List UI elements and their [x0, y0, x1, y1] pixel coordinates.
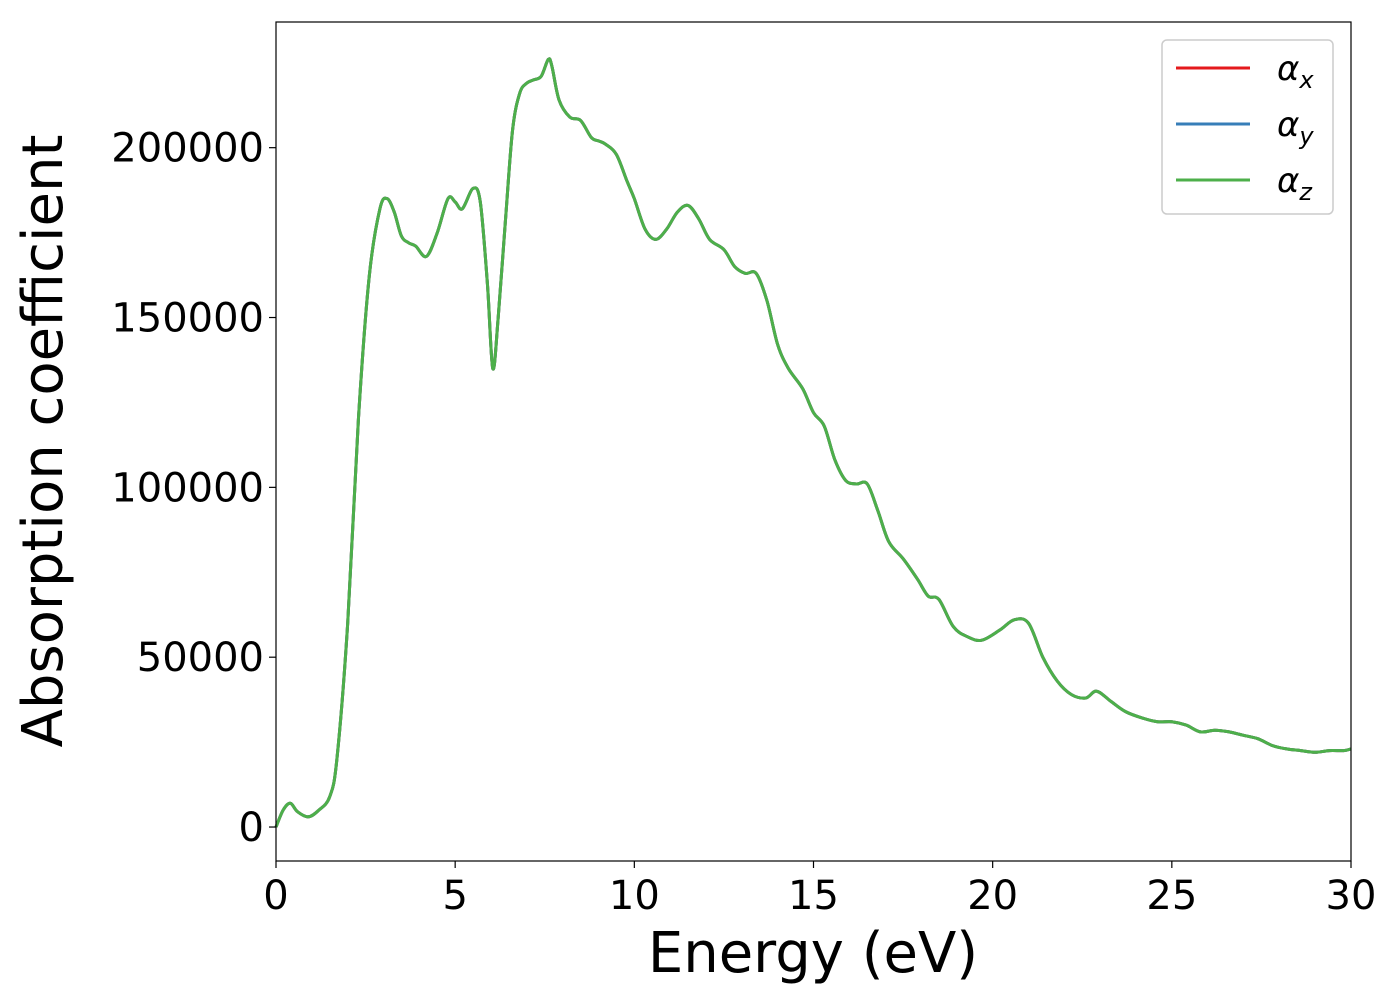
legend-label-subscript: y [1298, 122, 1314, 150]
x-tick-label: 5 [442, 873, 467, 919]
legend-box [1161, 39, 1334, 215]
x-tick-label: 0 [263, 873, 288, 919]
x-tick-label: 30 [1326, 873, 1377, 919]
x-tick-label: 15 [788, 873, 839, 919]
x-tick-label: 20 [967, 873, 1018, 919]
series-line-z [274, 57, 1352, 828]
legend-label-symbol: α [1277, 49, 1299, 89]
legend-label-z: αz [1277, 161, 1313, 206]
legend-label-x: αx [1277, 49, 1314, 94]
legend-label-symbol: α [1277, 105, 1299, 145]
y-tick-label: 100000 [111, 465, 264, 511]
series-layer [274, 57, 1352, 828]
legend-label-subscript: x [1298, 66, 1314, 94]
legend-label-symbol: α [1277, 161, 1299, 201]
y-tick-label: 200000 [111, 126, 264, 172]
y-tick-label: 150000 [111, 296, 264, 342]
y-tick-label: 0 [239, 805, 264, 851]
y-axis: 0 50000 100000 150000 200000 [111, 126, 276, 851]
legend-label-y: αy [1277, 105, 1314, 150]
x-axis-title: Energy (eV) [648, 921, 978, 986]
y-axis-title: Absorption coefficient [11, 135, 76, 748]
x-axis: 0 5 10 15 20 25 30 [263, 861, 1376, 919]
x-tick-label: 10 [609, 873, 660, 919]
x-tick-label: 25 [1146, 873, 1197, 919]
y-tick-label: 50000 [137, 635, 264, 681]
legend-label-subscript: z [1298, 178, 1313, 206]
